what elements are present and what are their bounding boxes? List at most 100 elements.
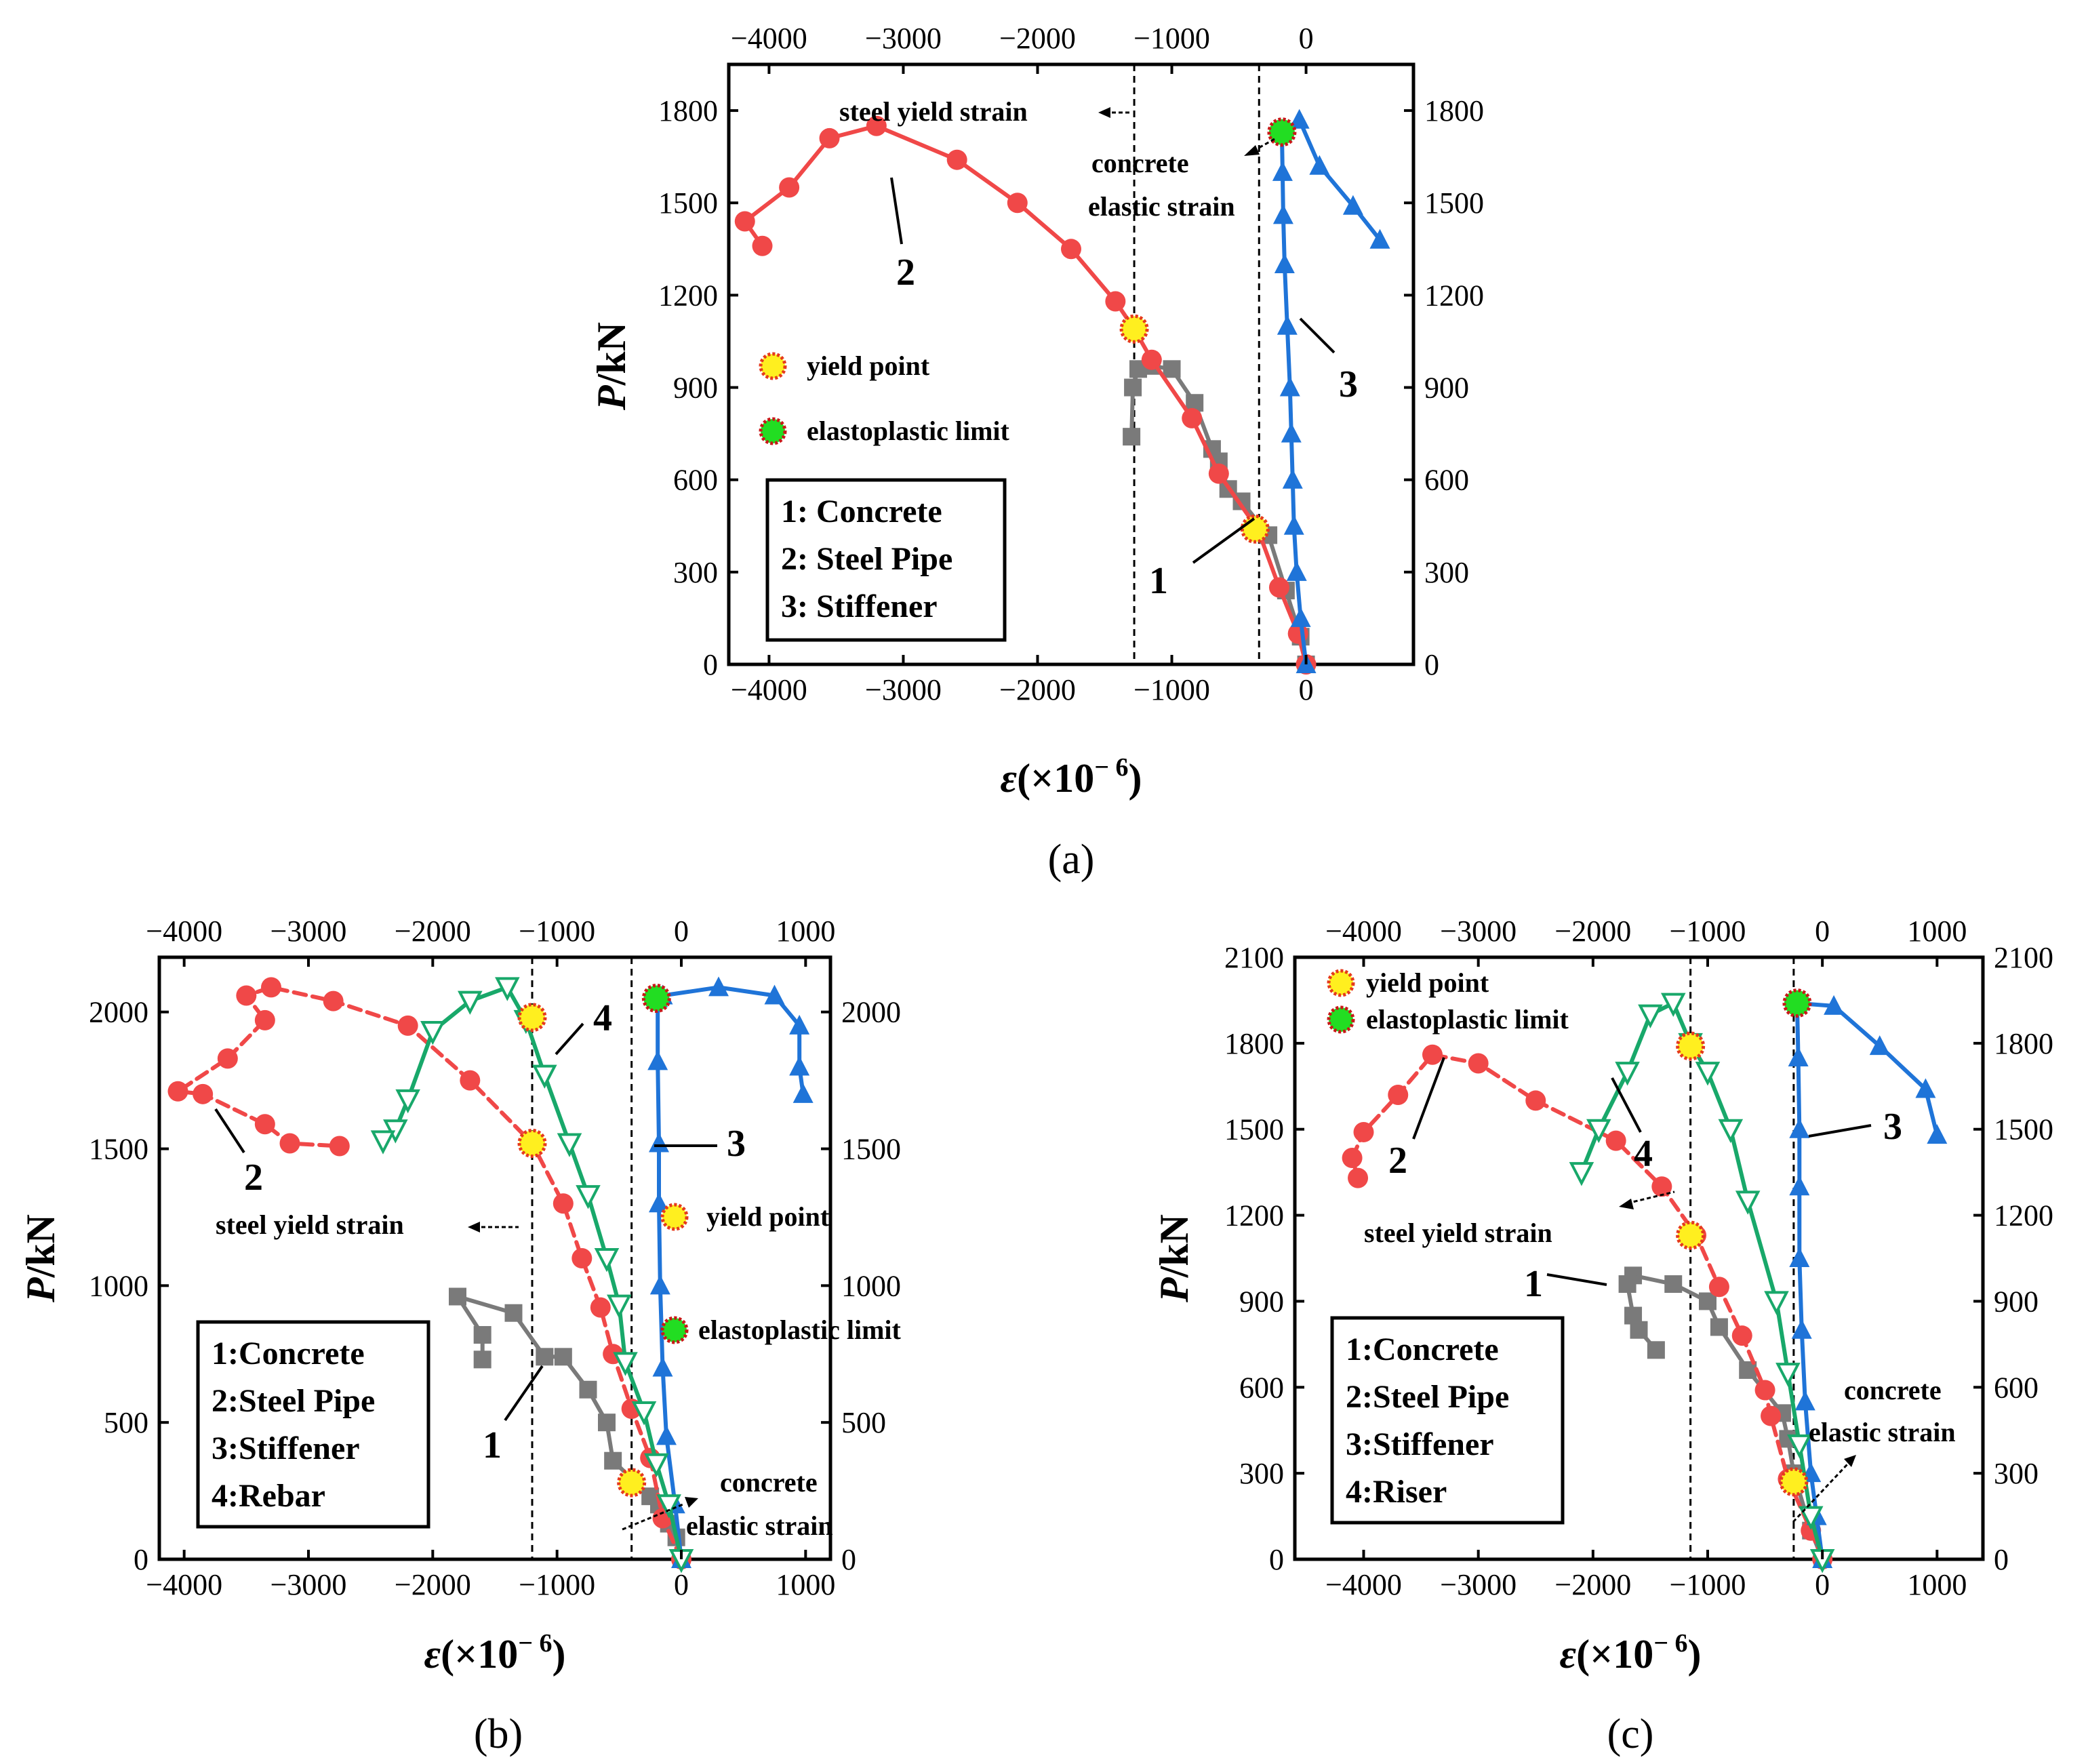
- data-point: [1105, 291, 1126, 312]
- curve-number-4: 4: [1634, 1133, 1653, 1175]
- y-tick-label-right: 0: [1994, 1543, 2009, 1576]
- y-tick-label: 1500: [1224, 1113, 1284, 1146]
- data-point: [590, 1297, 611, 1318]
- elastoplastic-limit-symbol: [1327, 1005, 1355, 1034]
- panel-label-a: (a): [1048, 837, 1095, 883]
- data-point: [1388, 1084, 1409, 1105]
- data-point: [1754, 1380, 1775, 1401]
- legend-item-stiffener: 3:Stiffener: [212, 1430, 360, 1466]
- y-tick-label: 0: [1269, 1543, 1284, 1576]
- data-point: [495, 977, 520, 1001]
- data-point: [792, 1083, 814, 1103]
- data-point: [1791, 1319, 1812, 1339]
- curve-number-2: 2: [896, 252, 915, 294]
- y-tick-label: 0: [134, 1543, 148, 1576]
- yield-point-label: yield point: [1366, 967, 1489, 998]
- data-point: [631, 1401, 657, 1426]
- panel-c: −4000 −3000 −2000 −1000 0 1000 −4000 −3000 −200…: [1152, 915, 2053, 1757]
- data-point: [1915, 1078, 1936, 1098]
- data-point: [532, 1064, 557, 1089]
- data-point: [397, 1015, 418, 1036]
- data-point: [554, 1348, 572, 1366]
- y-tick-label: 600: [673, 464, 718, 497]
- y-tick-label-right: 0: [1424, 648, 1439, 681]
- panel-label-b: (b): [474, 1711, 523, 1757]
- data-point: [1927, 1124, 1948, 1144]
- data-point: [458, 990, 483, 1015]
- x-tick-label: −2000: [395, 1568, 471, 1601]
- y-axis-right: 0 300 600 900 1200 1500 1800 2100: [1973, 941, 2053, 1576]
- data-point: [1735, 1190, 1761, 1215]
- data-point: [1309, 155, 1330, 175]
- x-tick-label: −4000: [731, 673, 807, 706]
- data-point: [789, 1056, 810, 1076]
- y-tick-label: 900: [673, 372, 718, 405]
- leader-line: [1611, 1077, 1642, 1133]
- annotation-elastic-strain: elastic strain: [1809, 1417, 1956, 1447]
- data-point: [193, 1083, 214, 1104]
- plot-frame: [1293, 955, 1985, 1561]
- data-point: [1182, 407, 1203, 428]
- y-tick-label-right: 1500: [1994, 1113, 2053, 1146]
- annotation-concrete: concrete: [1091, 148, 1189, 178]
- data-point: [1272, 204, 1293, 224]
- y-axis-left: 0 500 1000 1500 2000: [89, 996, 169, 1576]
- data-point: [1163, 360, 1181, 378]
- data-point: [1342, 195, 1363, 215]
- series-line: [1279, 117, 1382, 666]
- data-point: [1787, 1434, 1812, 1459]
- data-point: [1061, 239, 1081, 260]
- x-tick-label: 1000: [1907, 1568, 1967, 1601]
- data-point: [329, 1136, 350, 1157]
- x-axis-top: −4000 −3000 −2000 −1000 0: [731, 22, 1314, 74]
- y-tick-label: 1200: [1224, 1199, 1284, 1232]
- y-tick-label-right: 300: [1994, 1457, 2039, 1490]
- marker-legend-elastic: elastoplastic limit: [759, 416, 1010, 446]
- y-tick-label: 2000: [89, 996, 148, 1029]
- data-point: [504, 1304, 523, 1322]
- data-point: [1695, 1062, 1721, 1086]
- elastoplastic-limit-label: elastoplastic limit: [1366, 1004, 1569, 1035]
- data-point: [1664, 1275, 1683, 1294]
- annotation-elastic-strain: elastic strain: [1088, 191, 1235, 222]
- data-point: [323, 990, 344, 1011]
- data-point: [946, 149, 967, 170]
- curve-number-1: 1: [483, 1424, 502, 1466]
- data-point: [1789, 1247, 1810, 1267]
- data-point: [1279, 376, 1300, 397]
- reference-lines: [531, 957, 633, 1559]
- data-point: [598, 1414, 616, 1432]
- x-tick-label-top: −2000: [999, 22, 1076, 55]
- series-stiffener: [1786, 992, 1948, 1568]
- yield-point: [517, 1003, 547, 1033]
- data-point: [1718, 1119, 1744, 1144]
- legend-box: [196, 1320, 430, 1529]
- y-axis-right: 0 300 600 900 1200 1500 1800: [1404, 94, 1484, 681]
- x-axis-label: ε(×10− 6): [1001, 753, 1142, 801]
- legend-item-stiffener: 3: Stiffener: [781, 588, 938, 624]
- data-point: [1353, 1121, 1374, 1142]
- data-point: [734, 211, 755, 232]
- data-point: [1775, 1363, 1801, 1387]
- marker-legend-yield: yield point: [660, 1201, 830, 1232]
- x-tick-label-top: −1000: [519, 915, 595, 948]
- yield-point: [617, 1468, 647, 1498]
- y-tick-label: 1500: [89, 1133, 148, 1166]
- annotation-arrow: [622, 1502, 685, 1531]
- data-point: [1286, 561, 1307, 581]
- data-point: [236, 985, 257, 1006]
- y-tick-label: 1000: [89, 1269, 148, 1302]
- curve-number-3: 3: [727, 1123, 746, 1165]
- x-axis-top: −4000 −3000 −2000 −1000 0 1000: [146, 915, 835, 967]
- y-tick-label-right: 1800: [1994, 1027, 2053, 1060]
- plot-frame: [157, 955, 832, 1561]
- data-point: [1647, 1341, 1665, 1359]
- data-point: [656, 1494, 681, 1519]
- data-point: [1660, 993, 1686, 1018]
- data-point: [649, 1192, 669, 1213]
- data-point: [1651, 1176, 1672, 1197]
- special-points: [1676, 988, 1812, 1497]
- yield-point: [517, 1128, 547, 1158]
- data-point: [1124, 378, 1142, 397]
- data-point: [1274, 254, 1295, 273]
